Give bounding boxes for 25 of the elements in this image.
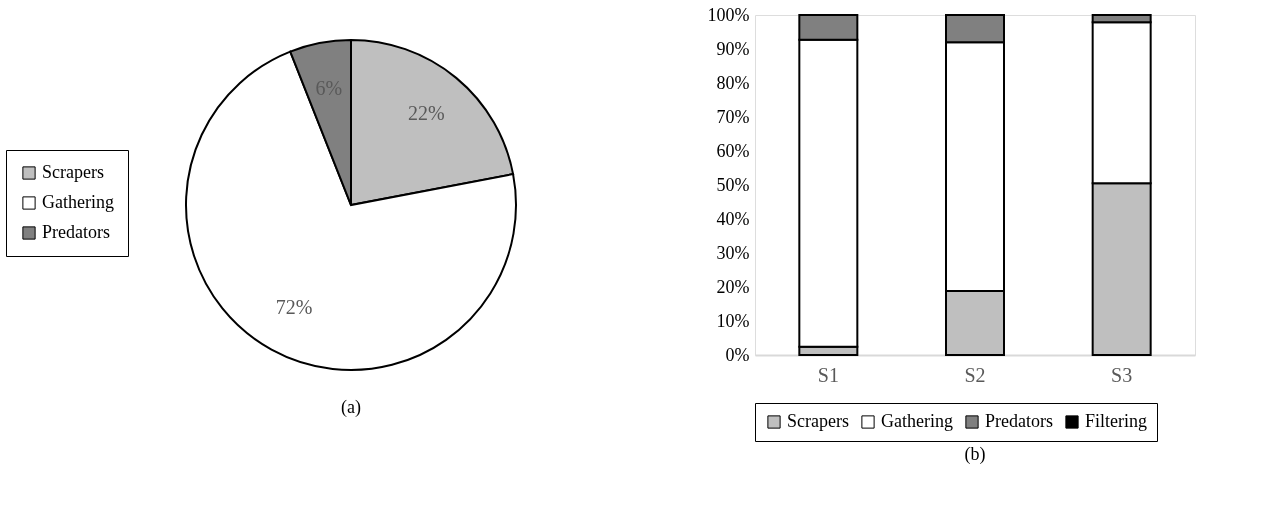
data-label: 22% (407, 102, 445, 125)
y-tick-label: 100% (707, 4, 750, 25)
legend-label: Gathering (881, 411, 953, 431)
legend-label: Scrapers (42, 162, 104, 182)
y-tick-label: 80% (716, 72, 750, 93)
y-tick-label: 90% (716, 38, 750, 59)
legend-label: Filtering (1085, 411, 1147, 431)
x-tick-label: S3 (1111, 363, 1133, 386)
data-label: 72% (275, 296, 313, 319)
text: (b) (964, 443, 986, 465)
y-tick-label: 20% (716, 276, 750, 297)
legend-label: Predators (42, 222, 110, 242)
y-tick-label: 60% (716, 140, 750, 161)
y-tick-label: 50% (716, 174, 750, 195)
legend-label: Predators (985, 411, 1053, 431)
y-tick-label: 40% (716, 208, 750, 229)
y-tick-label: 30% (716, 242, 750, 263)
y-tick-label: 10% (716, 310, 750, 331)
y-tick-label: 0% (725, 344, 750, 365)
x-tick-label: S2 (964, 363, 986, 386)
x-tick-label: S1 (817, 363, 839, 386)
text: (a) (341, 397, 361, 418)
legend-label: Scrapers (787, 411, 849, 431)
legend-label: Gathering (42, 192, 114, 212)
y-tick-label: 70% (716, 106, 750, 127)
